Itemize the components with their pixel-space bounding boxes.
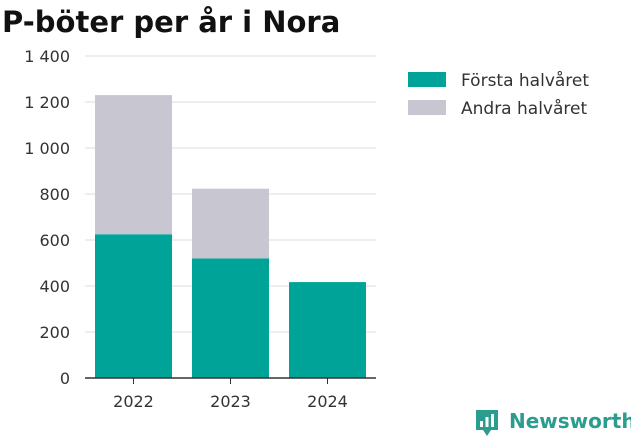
bar-2024-series-1 bbox=[289, 282, 366, 378]
x-tick-label: 2022 bbox=[113, 392, 154, 411]
x-tick-label: 2024 bbox=[307, 392, 348, 411]
bar-2022-series-2 bbox=[95, 95, 172, 235]
bar-2022-series-1 bbox=[95, 234, 172, 378]
legend-label: Andra halvåret bbox=[461, 98, 587, 119]
legend-label: Första halvåret bbox=[461, 70, 589, 91]
legend-swatch bbox=[408, 100, 446, 115]
bars bbox=[95, 95, 366, 378]
axes: 0 200 400 600 800 1 000 1 200 1 400 2022 2023 2024 bbox=[24, 47, 376, 411]
bar-2023-series-2 bbox=[192, 188, 269, 259]
legend-swatch bbox=[408, 72, 446, 87]
brand-name: Newsworthy bbox=[509, 409, 631, 433]
x-tick-label: 2023 bbox=[210, 392, 251, 411]
y-tick-label: 1 400 bbox=[24, 47, 70, 66]
y-tick-label: 0 bbox=[60, 369, 70, 388]
y-tick-label: 1 000 bbox=[24, 139, 70, 158]
chart-title: P-böter per år i Nora bbox=[2, 5, 340, 39]
y-tick-label: 1 200 bbox=[24, 93, 70, 112]
y-tick-label: 400 bbox=[39, 277, 70, 296]
y-tick-label: 600 bbox=[39, 231, 70, 250]
brand-logo: Newsworthy bbox=[476, 409, 631, 436]
y-tick-label: 200 bbox=[39, 323, 70, 342]
bar-2023-series-1 bbox=[192, 258, 269, 378]
y-tick-label: 800 bbox=[39, 185, 70, 204]
newsworthy-logo-icon bbox=[476, 410, 498, 436]
legend: Första halvåret Andra halvåret bbox=[408, 70, 589, 119]
